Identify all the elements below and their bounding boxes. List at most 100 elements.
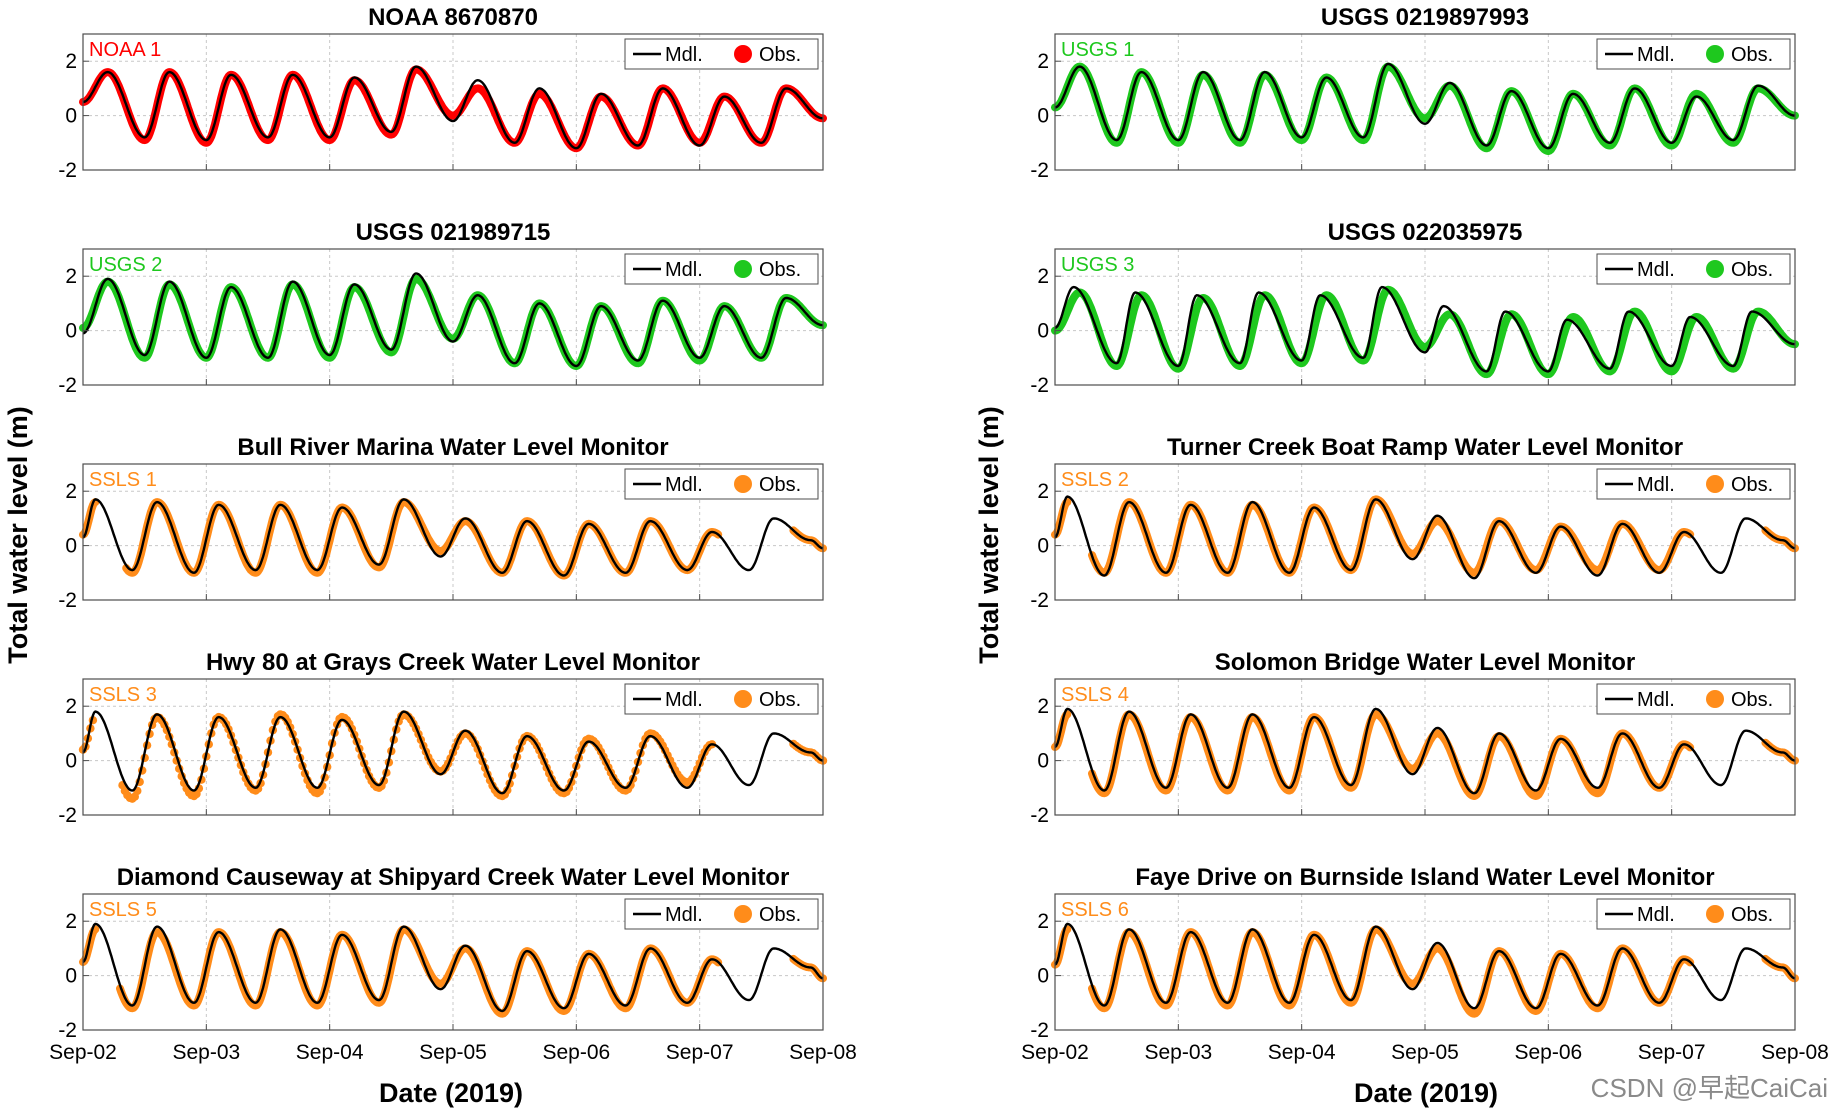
legend-obs-label: Obs. [759,904,801,926]
x-axis-label-right: Date (2019) [1354,1078,1498,1108]
y-tick-label: -2 [1030,374,1049,397]
y-tick-label: 0 [65,750,77,773]
x-tick-label: Sep-06 [542,1041,610,1064]
panel-title: USGS 021989715 [356,219,551,246]
y-tick-label: 2 [1037,265,1049,288]
x-tick-label: Sep-03 [1144,1041,1212,1064]
y-tick-label: 0 [65,535,77,558]
legend-obs-swatch [1706,45,1724,63]
y-tick-label: -2 [1030,589,1049,612]
legend: Mdl. Obs. [624,468,819,500]
x-tick-label: Sep-08 [789,1041,857,1064]
y-tick-label: 0 [1037,320,1049,343]
series-mdl [1054,285,1796,373]
panel-9: -2 0 2 Sep-02 Sep-03 Sep-04 Sep-05 Sep-06 Sep-07… [49,864,857,1064]
series-obs [79,65,827,153]
legend-obs-label: Obs. [759,474,801,496]
y-tick-label: 2 [65,480,77,503]
series-mdl [1054,922,1796,1010]
panel-title: Bull River Marina Water Level Monitor [237,434,668,461]
panel-8: -2 0 2 Solomon Bridge Water Level Monitor SS… [1030,649,1799,827]
legend-mdl-label: Mdl. [665,44,703,66]
station-tag: USGS 2 [89,254,162,276]
series-mdl [82,272,824,368]
panel-1: -2 0 2 NOAA 8670870 NOAA 1 Mdl. Obs. [58,4,827,182]
panels-layer: -2 0 2 NOAA 8670870 NOAA 1 Mdl. Obs. -2 0 2 USGS 0… [49,4,1829,1064]
legend-obs-swatch [1706,475,1724,493]
y-tick-label: 2 [1037,910,1049,933]
panel-title: Hwy 80 at Grays Creek Water Level Monito… [206,649,700,676]
legend-mdl-label: Mdl. [1637,474,1675,496]
series-mdl [82,922,824,1013]
series-obs [1051,285,1799,379]
series-mdl [1054,495,1796,580]
y-tick-label: -2 [1030,804,1049,827]
y-tick-label: 2 [1037,50,1049,73]
panel-title: Faye Drive on Burnside Island Water Leve… [1135,864,1714,891]
legend-obs-swatch [1706,690,1724,708]
panel-7: -2 0 2 Hwy 80 at Grays Creek Water Level Mo… [58,649,828,827]
panel-5: -2 0 2 Bull River Marina Water Level Monito… [58,434,827,612]
station-tag: SSLS 4 [1061,684,1129,706]
legend: Mdl. Obs. [1596,683,1791,715]
panel-title: USGS 0219897993 [1321,4,1529,31]
series-mdl [82,65,824,150]
legend-mdl-label: Mdl. [1637,44,1675,66]
y-tick-label: 0 [65,965,77,988]
station-tag: USGS 1 [1061,39,1134,61]
y-axis-label-right: Total water level (m) [974,406,1004,664]
legend-mdl-label: Mdl. [1637,904,1675,926]
legend-obs-swatch [734,690,752,708]
legend-obs-swatch [1706,260,1724,278]
y-axis-label-left: Total water level (m) [3,406,33,664]
series-mdl [1054,62,1796,150]
legend-obs-label: Obs. [1731,904,1773,926]
station-tag: SSLS 3 [89,684,157,706]
legend-obs-label: Obs. [1731,259,1773,281]
legend-mdl-label: Mdl. [1637,259,1675,281]
legend-obs-label: Obs. [1731,44,1773,66]
legend-obs-label: Obs. [759,689,801,711]
series-mdl [82,710,824,795]
legend: Mdl. Obs. [1596,253,1791,285]
legend-mdl-label: Mdl. [1637,689,1675,711]
station-tag: USGS 3 [1061,254,1134,276]
panel-title: Turner Creek Boat Ramp Water Level Monit… [1167,434,1683,461]
legend-obs-swatch [1706,905,1724,923]
panel-title: Solomon Bridge Water Level Monitor [1215,649,1635,676]
panel-6: -2 0 2 Turner Creek Boat Ramp Water Level M… [1030,434,1799,612]
y-tick-label: 0 [1037,750,1049,773]
panel-2: -2 0 2 USGS 0219897993 USGS 1 Mdl. Obs. [1030,4,1799,182]
y-tick-label: 0 [1037,105,1049,128]
x-tick-label: Sep-02 [49,1041,117,1064]
y-tick-label: -2 [58,374,77,397]
legend-obs-swatch [734,260,752,278]
y-tick-label: 2 [65,910,77,933]
y-tick-label: 2 [65,265,77,288]
y-tick-label: -2 [1030,159,1049,182]
y-tick-label: -2 [58,159,77,182]
legend-mdl-label: Mdl. [665,259,703,281]
station-tag: SSLS 2 [1061,469,1129,491]
x-tick-label: Sep-04 [296,1041,364,1064]
x-tick-label: Sep-08 [1761,1041,1829,1064]
legend-obs-label: Obs. [1731,474,1773,496]
legend-obs-swatch [734,475,752,493]
series-mdl [82,498,824,577]
x-tick-label: Sep-05 [1391,1041,1459,1064]
legend-obs-swatch [734,905,752,923]
y-tick-label: 2 [1037,695,1049,718]
panel-title: Diamond Causeway at Shipyard Creek Water… [117,864,790,891]
series-mdl [1054,707,1796,795]
station-tag: SSLS 1 [89,469,157,491]
y-tick-label: -2 [58,589,77,612]
legend-obs-label: Obs. [759,259,801,281]
y-tick-label: -2 [58,804,77,827]
y-tick-label: 2 [65,50,77,73]
y-tick-label: -2 [58,1019,77,1042]
legend-box [624,38,819,70]
panel-3: -2 0 2 USGS 021989715 USGS 2 Mdl. Obs. [58,219,827,397]
legend: Mdl. Obs. [624,38,819,70]
legend-mdl-label: Mdl. [665,689,703,711]
